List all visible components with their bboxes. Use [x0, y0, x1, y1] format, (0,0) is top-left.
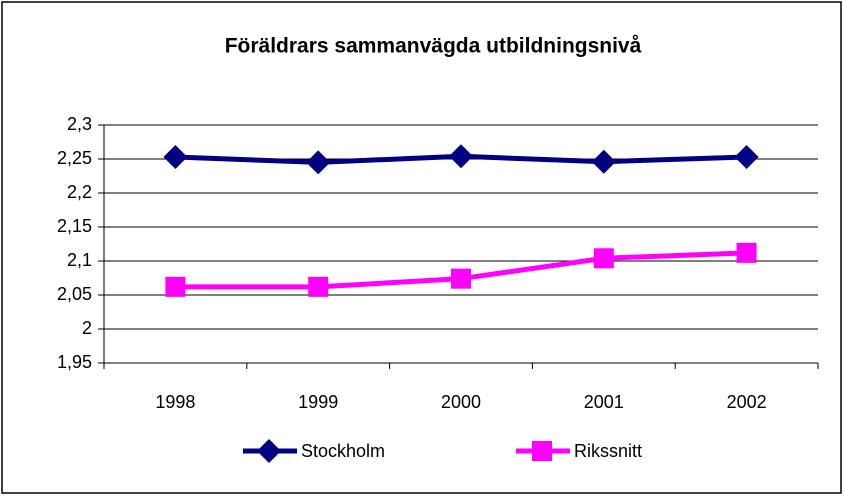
data-point — [736, 242, 757, 263]
y-tick-label: 1,95 — [57, 352, 92, 372]
x-tick-label: 2001 — [584, 392, 624, 412]
y-tick-label: 2,25 — [57, 148, 92, 168]
y-tick-label: 2,2 — [67, 182, 92, 202]
y-tick-label: 2,1 — [67, 250, 92, 270]
x-tick-label: 1998 — [155, 392, 195, 412]
data-point — [451, 268, 471, 289]
chart-title: Föräldrars sammanvägda utbildningsnivå — [225, 35, 642, 58]
legend-label: Rikssnitt — [574, 441, 642, 461]
legend-label: Stockholm — [301, 441, 385, 461]
y-tick-label: 2 — [82, 318, 92, 338]
data-point — [591, 149, 616, 174]
legend-marker — [257, 439, 281, 463]
y-tick-label: 2,15 — [57, 216, 92, 236]
y-tick-label: 2,3 — [67, 114, 92, 134]
data-point — [308, 276, 329, 297]
data-point — [165, 276, 186, 297]
y-tick-label: 2,05 — [57, 284, 92, 304]
data-point — [163, 144, 188, 169]
data-point — [449, 144, 473, 169]
x-tick-label: 2000 — [441, 392, 481, 412]
legend-marker — [532, 441, 552, 461]
data-point — [306, 150, 331, 175]
x-tick-label: 2002 — [727, 392, 767, 412]
data-point — [593, 248, 614, 269]
data-point — [734, 144, 759, 169]
x-tick-label: 1999 — [298, 392, 338, 412]
